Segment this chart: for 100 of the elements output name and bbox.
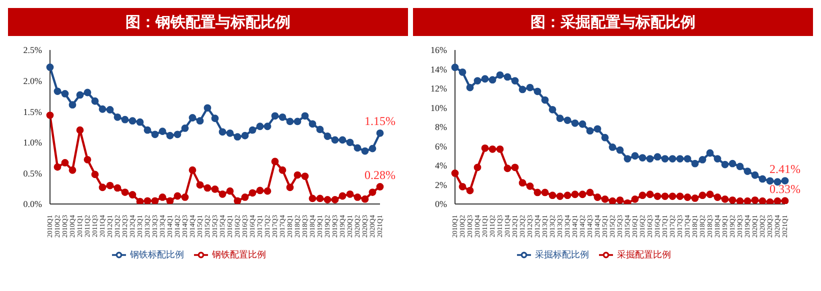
- point: [264, 187, 272, 195]
- point: [714, 194, 722, 201]
- point: [181, 194, 189, 201]
- point: [526, 84, 534, 92]
- point: [98, 184, 106, 192]
- y-tick-label: 2%: [435, 180, 448, 190]
- point: [458, 182, 466, 190]
- point: [376, 183, 384, 190]
- point: [61, 90, 69, 98]
- point: [564, 192, 572, 200]
- point: [271, 112, 279, 120]
- point: [556, 192, 564, 200]
- point: [698, 156, 706, 164]
- point: [728, 196, 736, 204]
- point: [376, 129, 384, 137]
- point: [106, 182, 114, 190]
- point: [458, 68, 466, 76]
- point: [46, 112, 54, 119]
- y-tick-label: 2.0%: [23, 76, 42, 86]
- point: [654, 153, 662, 161]
- point: [106, 106, 114, 114]
- point: [361, 195, 369, 203]
- point: [676, 155, 684, 162]
- point: [114, 184, 122, 192]
- point: [608, 197, 616, 204]
- y-tick-label: 10%: [430, 102, 448, 113]
- point: [278, 113, 286, 121]
- point: [668, 192, 676, 200]
- legend-label: 采掘配置比例: [617, 250, 671, 260]
- point: [661, 192, 669, 200]
- point: [346, 190, 354, 198]
- point: [466, 186, 474, 194]
- y-tick-label: 6%: [435, 141, 448, 152]
- point: [204, 184, 212, 192]
- point: [781, 197, 789, 204]
- point: [736, 162, 744, 170]
- point: [766, 198, 774, 204]
- point: [721, 195, 729, 203]
- point: [226, 187, 234, 195]
- point: [234, 133, 242, 141]
- point: [264, 122, 272, 130]
- point: [781, 177, 789, 185]
- point: [338, 136, 346, 144]
- point: [338, 192, 346, 200]
- point: [571, 190, 579, 198]
- point: [158, 128, 166, 136]
- point: [586, 188, 594, 196]
- point: [481, 144, 489, 152]
- point: [638, 154, 646, 162]
- point: [721, 160, 729, 168]
- point: [548, 106, 556, 114]
- point: [174, 130, 182, 138]
- point: [68, 166, 76, 174]
- point: [218, 190, 226, 198]
- point: [758, 175, 766, 183]
- y-tick-label: 0.0%: [23, 199, 42, 210]
- point: [316, 194, 324, 202]
- point: [736, 197, 744, 204]
- point: [278, 166, 286, 174]
- point: [308, 194, 316, 202]
- point: [121, 188, 129, 196]
- legend-label: 采掘标配比例: [535, 250, 589, 260]
- point: [571, 119, 579, 127]
- point: [714, 155, 722, 162]
- point: [308, 120, 316, 128]
- point: [144, 126, 152, 134]
- y-tick-label: 14%: [430, 64, 448, 74]
- point: [691, 160, 699, 168]
- point: [256, 122, 264, 130]
- point: [744, 168, 752, 175]
- point: [601, 195, 609, 203]
- point: [766, 177, 774, 185]
- point: [226, 129, 234, 137]
- y-tick-label: 12%: [430, 84, 448, 94]
- point: [534, 188, 542, 196]
- point: [144, 197, 152, 204]
- y-tick-label: 1.5%: [23, 106, 42, 117]
- point: [324, 132, 332, 140]
- point: [91, 97, 99, 105]
- point: [354, 194, 362, 201]
- point: [518, 179, 526, 187]
- point: [751, 196, 759, 204]
- point: [751, 171, 759, 179]
- point: [601, 134, 609, 142]
- point: [158, 194, 166, 201]
- point: [211, 114, 219, 122]
- y-tick-label: 16%: [430, 45, 448, 56]
- point: [616, 146, 624, 154]
- point: [46, 64, 54, 71]
- point: [271, 158, 279, 166]
- point: [136, 118, 144, 126]
- point: [624, 155, 632, 162]
- point: [706, 149, 714, 157]
- point: [294, 171, 302, 179]
- point: [286, 184, 294, 192]
- point: [68, 101, 76, 109]
- point: [668, 155, 676, 162]
- point: [451, 170, 459, 177]
- point: [541, 188, 549, 196]
- point: [256, 186, 264, 194]
